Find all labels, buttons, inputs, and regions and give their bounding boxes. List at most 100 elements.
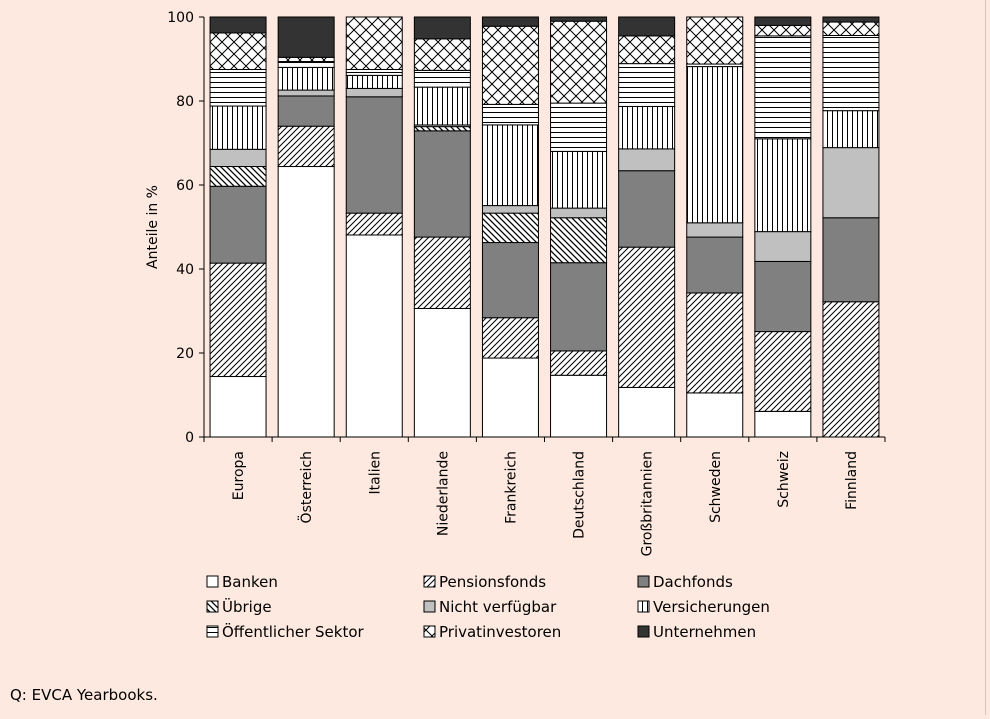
x-tick-label: Frankreich xyxy=(503,451,519,524)
legend-swatch xyxy=(206,600,219,613)
bar-segment xyxy=(550,150,608,209)
legend-item: Privatinvestoren xyxy=(423,623,561,641)
legend-item: Dachfonds xyxy=(637,573,733,591)
x-tick-label: Österreich xyxy=(297,451,315,523)
x-tick-label: Schweden xyxy=(708,451,724,523)
x-tick-labels: Europa Österreich Italien Niederlande Frankr… xyxy=(231,451,860,556)
bar-segment xyxy=(481,103,539,126)
bar-segment xyxy=(822,147,880,219)
bar-segment xyxy=(822,217,880,303)
legend: Banken Pensionsfonds Dachfonds Übrige Nicht … xyxy=(206,573,770,641)
bar-segment xyxy=(481,25,539,105)
bar-stack xyxy=(686,16,744,438)
bar-segment xyxy=(618,35,676,65)
bar-segment xyxy=(345,87,403,98)
x-tick-label: Großbritannien xyxy=(640,451,656,556)
bar-segment xyxy=(550,374,608,438)
bar-segment xyxy=(413,126,471,132)
bar-segment xyxy=(550,16,608,22)
bar-segment xyxy=(550,262,608,352)
bar-stack xyxy=(550,16,608,438)
legend-item: Nicht verfügbar xyxy=(423,598,557,616)
bar-segment xyxy=(481,242,539,319)
bar-segment xyxy=(345,74,403,89)
legend-label: Pensionsfonds xyxy=(439,573,546,591)
legend-label: Übrige xyxy=(222,597,272,616)
y-tick-label: 80 xyxy=(176,94,194,110)
bar-segment xyxy=(277,95,335,127)
bar-segment xyxy=(209,166,267,187)
bar-segment xyxy=(618,63,676,107)
legend-swatch xyxy=(637,575,650,588)
bar-segment xyxy=(481,124,539,207)
legend-item: Banken xyxy=(206,573,278,591)
bar-stack xyxy=(209,16,267,438)
bar-segment xyxy=(345,212,403,236)
legend-item: Pensionsfonds xyxy=(423,573,546,591)
legend-label: Öffentlicher Sektor xyxy=(222,622,365,641)
x-tick-label: Italien xyxy=(367,451,383,494)
bar-segment xyxy=(754,331,812,412)
legend-swatch xyxy=(206,575,219,588)
bar-segment xyxy=(481,357,539,438)
legend-label: Banken xyxy=(222,573,278,591)
bar-segment xyxy=(754,138,812,233)
bar-segment xyxy=(686,16,744,65)
bar-segment xyxy=(277,125,335,168)
bar-segment xyxy=(209,16,267,34)
legend-label: Unternehmen xyxy=(653,623,756,641)
bar-stack xyxy=(277,16,335,438)
bar-segment xyxy=(413,130,471,238)
x-tick-label: Deutschland xyxy=(572,451,588,539)
legend-swatch xyxy=(423,575,436,588)
bar-segment xyxy=(209,262,267,378)
bar-segment xyxy=(345,234,403,438)
legend-label: Privatinvestoren xyxy=(439,623,561,641)
bar-segment xyxy=(209,185,267,264)
bar-stack xyxy=(345,16,403,438)
bar-segment xyxy=(345,69,403,76)
bar-segment xyxy=(277,166,335,438)
legend-item: Versicherungen xyxy=(637,598,770,616)
bar-segment xyxy=(209,105,267,150)
bar-segment xyxy=(481,205,539,214)
bar-segment xyxy=(754,35,812,140)
legend-item: Unternehmen xyxy=(637,623,756,641)
bar-stack xyxy=(754,16,812,438)
bar-stack xyxy=(413,16,471,438)
bar-segment xyxy=(550,102,608,152)
bar-segment xyxy=(481,16,539,27)
bar-segment xyxy=(277,16,335,58)
bar-segment xyxy=(618,246,676,388)
bar-segment xyxy=(754,24,812,37)
bar-segment xyxy=(822,34,880,112)
bar-segment xyxy=(822,16,880,23)
legend-swatch xyxy=(423,625,436,638)
legend-item: Übrige xyxy=(206,597,272,616)
bar-segment xyxy=(754,231,812,262)
bar-segment xyxy=(277,89,335,97)
bar-segment xyxy=(822,21,880,36)
bar-segment xyxy=(686,392,744,438)
x-tick-label: Europa xyxy=(231,451,247,500)
bar-segment xyxy=(618,386,676,438)
bar-stack xyxy=(481,16,539,438)
y-axis-label: Anteile in % xyxy=(145,185,161,269)
bar-segment xyxy=(209,148,267,168)
bar-segment xyxy=(481,317,539,359)
bar-segment xyxy=(413,69,471,88)
bar-segment xyxy=(209,376,267,438)
bar-segment xyxy=(413,38,471,71)
bar-segment xyxy=(209,69,267,107)
bar-segment xyxy=(345,16,403,70)
legend-swatch xyxy=(637,600,650,613)
bar-segment xyxy=(822,110,880,149)
panel-edge xyxy=(985,0,986,715)
legend-swatch xyxy=(206,625,219,638)
bar-segment xyxy=(550,350,608,376)
x-tick-label: Schweiz xyxy=(776,451,792,508)
y-tick-label: 0 xyxy=(185,430,194,446)
source-note: Q: EVCA Yearbooks. xyxy=(10,686,158,704)
bar-stack xyxy=(822,16,880,438)
